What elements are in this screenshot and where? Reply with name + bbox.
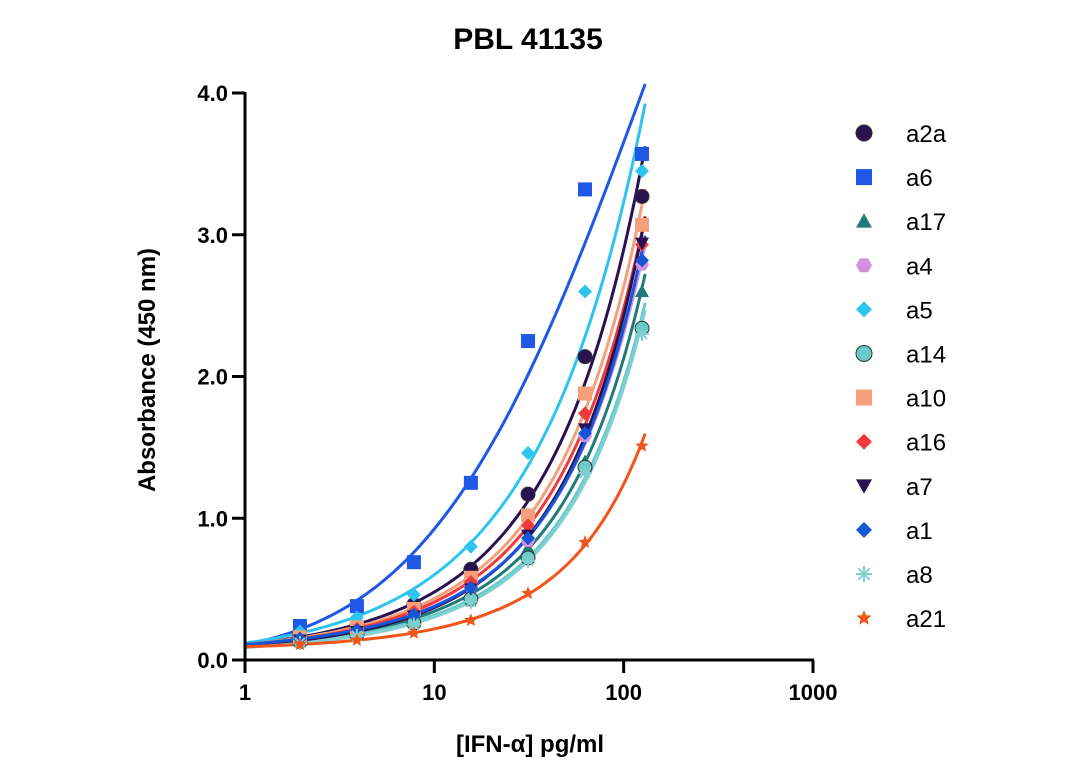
- data-point-a5: [578, 284, 593, 299]
- legend-marker-a2a: [855, 124, 873, 142]
- data-point-a6: [463, 475, 478, 490]
- data-point-a5: [521, 446, 536, 461]
- legend-label-a10: a10: [906, 386, 946, 413]
- data-point-a7: [635, 237, 650, 251]
- data-point-a8: [463, 594, 478, 609]
- y-tick-label: 0.0: [197, 648, 228, 673]
- fit-curve-a21: [244, 433, 647, 649]
- legend-marker-a21: [856, 610, 872, 625]
- data-point-a6: [521, 334, 536, 349]
- x-tick-label: 1: [239, 680, 251, 705]
- legend: a2a a6 a17 a4 a5 a14 a10 a16 a7 a1 a8 a21: [855, 121, 947, 633]
- y-tick-label: 1.0: [197, 506, 228, 531]
- data-point-a10: [578, 386, 593, 401]
- legend-label-a21: a21: [906, 606, 946, 633]
- y-tick-label: 3.0: [197, 223, 228, 248]
- legend-marker-a5: [856, 301, 872, 318]
- legend-label-a2a: a2a: [906, 121, 947, 148]
- data-point-a2a: [577, 349, 593, 365]
- legend-label-a6: a6: [906, 165, 933, 192]
- legend-label-a17: a17: [906, 209, 946, 236]
- data-point-a5: [406, 587, 421, 602]
- legend-marker-a6: [856, 169, 872, 186]
- data-point-a21: [578, 535, 592, 548]
- fit-curve-a8: [244, 309, 647, 649]
- data-point-a21: [293, 637, 307, 651]
- axes: [243, 92, 814, 662]
- ticks: 0.0 1.0 2.0 3.0 4.0 1 10 100 1000: [197, 81, 837, 705]
- data-point-a21: [521, 586, 535, 599]
- legend-label-a7: a7: [906, 474, 933, 501]
- data-point-a5: [463, 539, 478, 554]
- x-tick-label: 1000: [789, 680, 838, 705]
- legend-marker-a10: [856, 389, 872, 406]
- fit-curves: [244, 83, 647, 649]
- data-point-a1: [406, 607, 421, 622]
- data-point-a6: [578, 182, 593, 197]
- data-point-a8: [521, 553, 536, 568]
- data-point-a21: [635, 439, 649, 452]
- fit-curve-a6: [244, 83, 647, 647]
- data-point-a1: [463, 580, 478, 595]
- y-axis-label: Absorbance (450 nm): [134, 248, 161, 492]
- data-point-a8: [635, 326, 650, 341]
- legend-label-a16: a16: [906, 430, 946, 457]
- data-point-a6: [635, 146, 650, 161]
- legend-label-a14: a14: [906, 342, 946, 369]
- data-point-a1: [578, 426, 593, 441]
- data-point-a2a: [520, 486, 536, 502]
- data-point-a10: [521, 508, 536, 523]
- data-point-a21: [407, 626, 421, 639]
- legend-marker-a16: [856, 433, 872, 450]
- chart-title: PBL 41135: [453, 23, 603, 56]
- data-point-a6: [349, 599, 364, 614]
- legend-marker-a17: [856, 213, 872, 228]
- y-tick-label: 2.0: [197, 365, 228, 390]
- legend-label-a8: a8: [906, 562, 933, 589]
- legend-marker-a8: [856, 566, 872, 582]
- legend-marker-a14: [855, 345, 873, 362]
- y-tick-label: 4.0: [197, 81, 228, 106]
- data-point-a1: [521, 531, 536, 546]
- legend-label-a4: a4: [906, 253, 933, 280]
- data-point-a6: [406, 555, 421, 570]
- data-point-a17: [521, 541, 536, 554]
- fit-curve-a1: [244, 235, 647, 646]
- data-point-a21: [464, 613, 478, 626]
- x-tick-label: 10: [422, 680, 446, 705]
- legend-marker-a1: [856, 521, 872, 538]
- legend-marker-a7: [856, 479, 872, 494]
- data-point-a17: [635, 284, 650, 298]
- x-tick-label: 100: [605, 680, 642, 705]
- data-point-a5: [635, 163, 650, 178]
- legend-label-a1: a1: [906, 518, 933, 545]
- data-point-a16: [521, 518, 536, 533]
- x-axis-label: [IFN-α] pg/ml: [456, 731, 604, 758]
- data-points: [292, 146, 650, 651]
- data-point-a1: [635, 253, 650, 268]
- legend-label-a5: a5: [906, 297, 933, 324]
- data-point-a16: [578, 406, 593, 421]
- data-point-a21: [350, 633, 364, 646]
- data-point-a10: [635, 217, 650, 232]
- data-point-a8: [578, 465, 593, 480]
- legend-marker-a4: [856, 258, 872, 273]
- data-point-a2a: [634, 188, 650, 204]
